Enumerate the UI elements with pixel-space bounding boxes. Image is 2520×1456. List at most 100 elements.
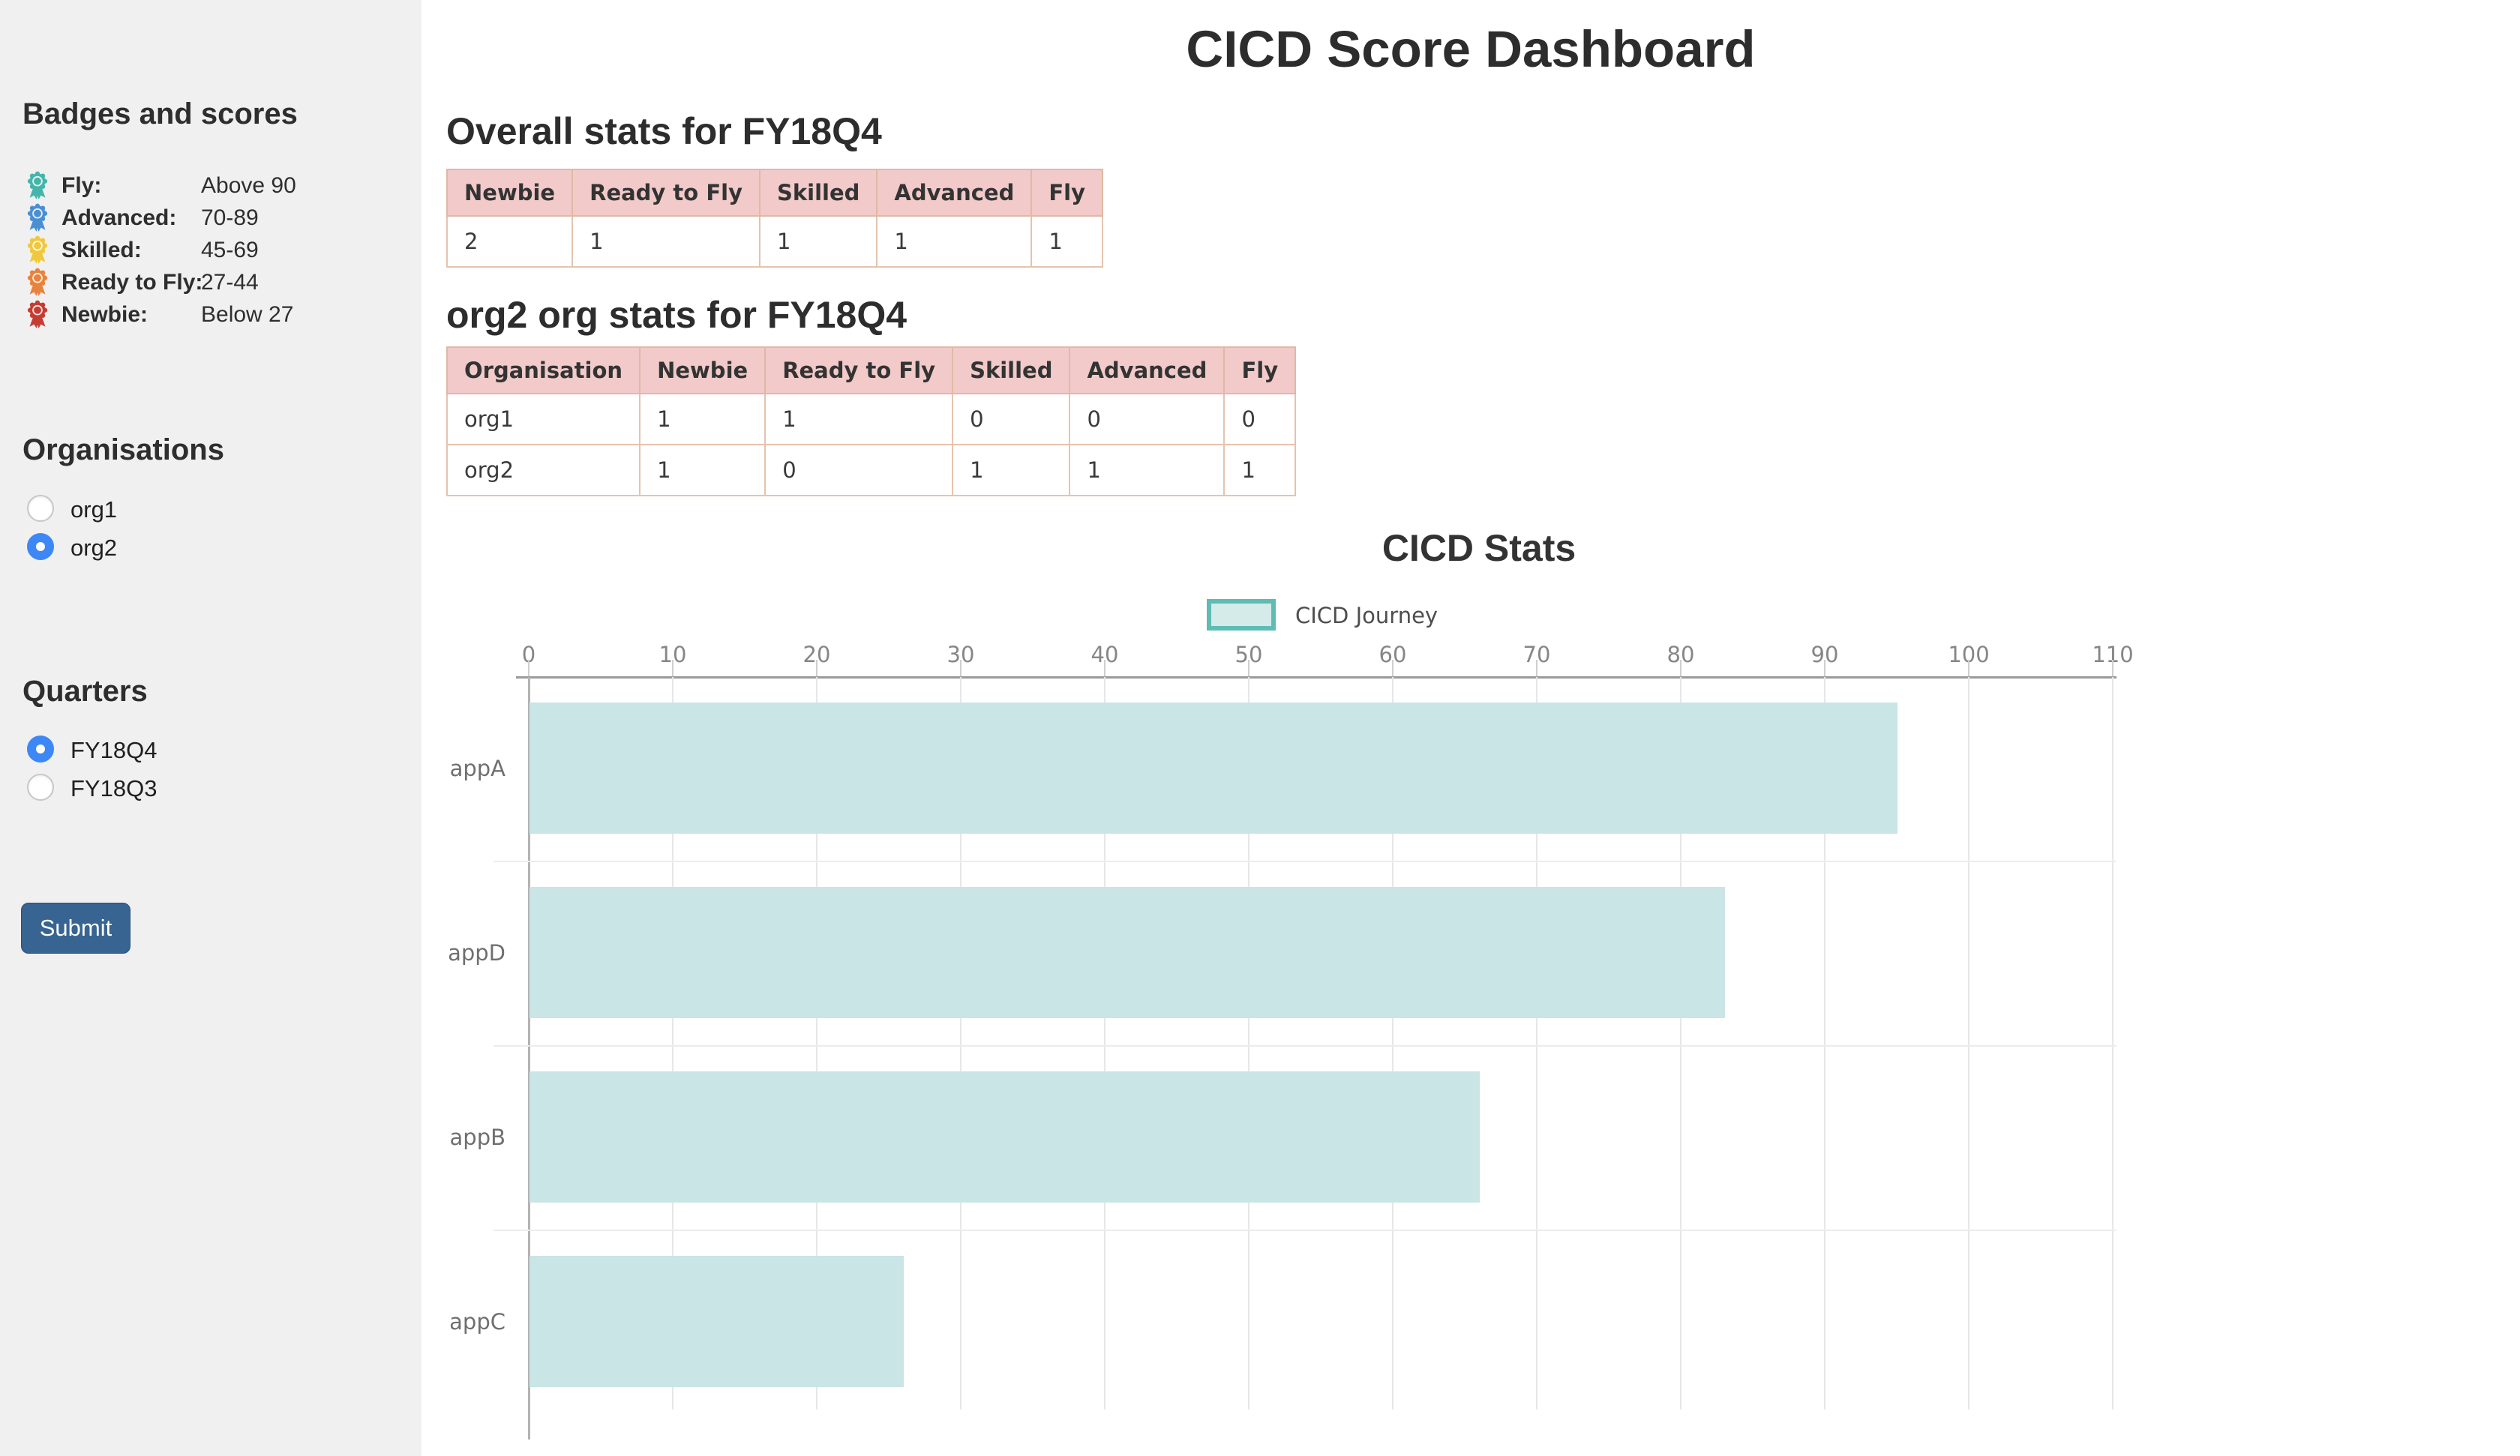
x-axis-tick-label: 80 — [1666, 642, 1695, 667]
bar-appD — [530, 887, 1725, 1018]
page-title: CICD Score Dashboard — [1186, 20, 1756, 78]
column-header: Fly — [1223, 346, 1297, 394]
x-axis-tick-mark — [528, 660, 530, 676]
badge-range: 70-89 — [201, 205, 259, 230]
x-axis-tick-mark — [1104, 660, 1106, 676]
rosette-badge-icon — [22, 235, 52, 266]
x-axis-tick-mark — [1248, 660, 1250, 676]
x-axis-tick-label: 0 — [521, 642, 536, 667]
legend-label: CICD Journey — [1295, 603, 1438, 628]
table-row: org2 1 0 1 1 1 — [446, 444, 1297, 496]
quarters-heading: Quarters — [22, 675, 148, 708]
x-axis-tick-mark — [1536, 660, 1538, 676]
table-cell: org2 — [446, 444, 641, 496]
radio-label: org1 — [70, 496, 118, 523]
chart-baseline — [528, 677, 530, 1440]
badge-row: Fly: Above 90 — [22, 169, 412, 202]
table-header-row: Organisation Newbie Ready to Fly Skilled Adv… — [446, 346, 1297, 394]
org-stats-table: Organisation Newbie Ready to Fly Skilled Adv… — [446, 346, 1297, 496]
rosette-badge-icon — [22, 299, 52, 331]
table-cell: 0 — [764, 444, 954, 496]
chart-gridline — [1536, 677, 1538, 1410]
chart-gridline — [1104, 677, 1106, 1410]
x-axis-tick-label: 100 — [1948, 642, 1990, 667]
table-cell: 1 — [876, 215, 1033, 268]
table-cell: 1 — [952, 444, 1071, 496]
chart-gridline — [816, 677, 818, 1410]
table-cell: org1 — [446, 393, 641, 445]
chart-row-separator — [494, 1045, 2116, 1047]
x-axis-tick-label: 20 — [802, 642, 831, 667]
table-cell: 1 — [1069, 444, 1226, 496]
overall-stats-table: Newbie Ready to Fly Skilled Advanced Fly 2 1 1 1… — [446, 169, 1104, 268]
badge-name: Ready to Fly: — [62, 270, 203, 295]
column-header: Advanced — [1069, 346, 1226, 394]
column-header: Advanced — [876, 169, 1033, 217]
quarter-radio-FY18Q4[interactable] — [27, 735, 54, 762]
table-row: org1 1 1 0 0 0 — [446, 393, 1297, 445]
chart-gridline — [1824, 677, 1826, 1410]
rosette-badge-icon — [22, 170, 52, 202]
table-cell: 1 — [639, 393, 766, 445]
badge-name: Skilled: — [62, 238, 142, 262]
radio-label: org2 — [70, 535, 118, 561]
sidebar: Badges and scores Fly: Above 90 Advanced:… — [0, 0, 422, 1456]
table-cell: 2 — [446, 215, 574, 268]
x-axis-tick-mark — [2112, 660, 2114, 676]
badge-row: Ready to Fly: 27-44 — [22, 266, 412, 299]
submit-button[interactable]: Submit — [21, 903, 130, 954]
x-axis-tick-mark — [816, 660, 818, 676]
chart-title: CICD Stats — [1382, 527, 1576, 569]
rosette-badge-icon — [22, 202, 52, 234]
x-axis-tick-mark — [960, 660, 962, 676]
bar-appB — [530, 1071, 1480, 1203]
badge-range: Above 90 — [201, 173, 296, 198]
badge-row: Skilled: 45-69 — [22, 234, 412, 267]
badge-row: Advanced: 70-89 — [22, 202, 412, 235]
chart-gridline — [1392, 677, 1394, 1410]
chart-gridline — [1248, 677, 1250, 1410]
column-header: Ready to Fly — [572, 169, 760, 217]
badge-range: Below 27 — [201, 302, 294, 327]
x-axis-tick-label: 110 — [2092, 642, 2134, 667]
table-cell: 1 — [758, 215, 878, 268]
column-header: Newbie — [639, 346, 766, 394]
chart-gridline — [2112, 677, 2114, 1410]
chart-gridline — [960, 677, 962, 1410]
x-axis-tick-mark — [672, 660, 674, 676]
table-cell: 0 — [952, 393, 1071, 445]
quarter-radio-FY18Q3[interactable] — [27, 774, 54, 801]
table-cell: 1 — [639, 444, 766, 496]
x-axis-tick-label: 70 — [1522, 642, 1551, 667]
rosette-badge-icon — [22, 267, 52, 298]
organisation-radio-org2[interactable] — [27, 533, 54, 560]
badge-range: 45-69 — [201, 238, 259, 262]
table-cell: 0 — [1069, 393, 1226, 445]
table-cell: 1 — [1030, 215, 1104, 268]
column-header: Newbie — [446, 169, 574, 217]
bar-appC — [530, 1256, 904, 1387]
x-axis-tick-label: 10 — [658, 642, 687, 667]
x-axis-tick-label: 30 — [946, 642, 975, 667]
table-cell: 1 — [1223, 444, 1297, 496]
quarter-option-FY18Q3[interactable]: FY18Q3 — [22, 772, 412, 807]
badge-name: Advanced: — [62, 205, 177, 230]
x-axis-tick-mark — [1392, 660, 1394, 676]
quarter-option-FY18Q4[interactable]: FY18Q4 — [22, 734, 412, 768]
badge-row: Newbie: Below 27 — [22, 298, 412, 331]
table-header-row: Newbie Ready to Fly Skilled Advanced Fly — [446, 169, 1104, 217]
x-axis-tick-label: 90 — [1810, 642, 1839, 667]
organisation-option-org1[interactable]: org1 — [22, 493, 412, 528]
chart-gridline — [1968, 677, 1970, 1410]
x-axis-tick-mark — [1824, 660, 1826, 676]
badge-name: Fly: — [62, 173, 102, 198]
overall-stats-heading: Overall stats for FY18Q4 — [446, 110, 882, 152]
table-cell: 1 — [572, 215, 760, 268]
column-header: Ready to Fly — [764, 346, 954, 394]
org-stats-heading: org2 org stats for FY18Q4 — [446, 294, 908, 336]
badge-range: 27-44 — [201, 270, 259, 295]
x-axis-tick-mark — [1968, 660, 1970, 676]
organisation-radio-org1[interactable] — [27, 495, 54, 522]
organisation-option-org2[interactable]: org2 — [22, 532, 412, 566]
